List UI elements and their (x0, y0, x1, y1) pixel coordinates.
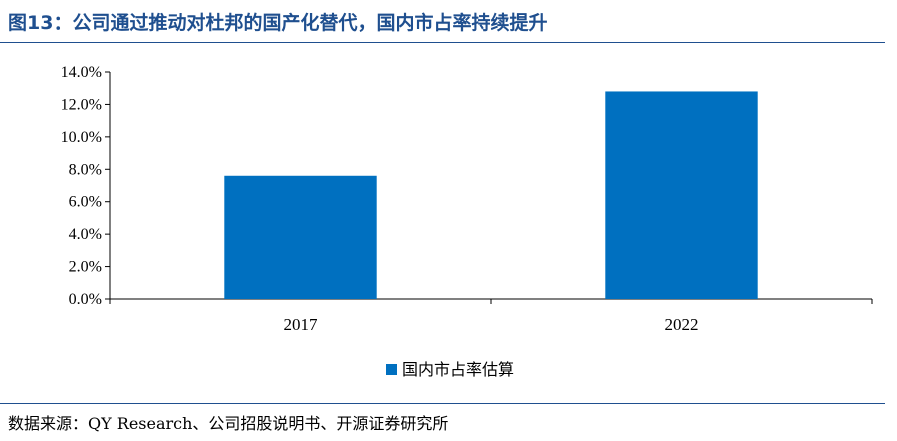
x-tick-label: 2022 (665, 315, 699, 334)
figure-title: 图13：公司通过推动对杜邦的国产化替代，国内市占率持续提升 (8, 12, 548, 34)
y-tick-label: 6.0% (69, 194, 102, 211)
legend-label: 国内市占率估算 (402, 360, 514, 379)
legend-swatch (386, 364, 397, 375)
y-tick-label: 12.0% (61, 96, 102, 113)
bar-2017 (224, 175, 377, 299)
x-tick-label: 2017 (284, 315, 319, 334)
y-tick-label: 8.0% (69, 161, 102, 178)
y-tick-label: 0.0% (69, 291, 102, 308)
y-tick-label: 10.0% (61, 129, 102, 146)
bar-chart: 0.0% 2.0% 4.0% 6.0% 8.0% 10.0% 12.0% 14.0% 2017 2… (61, 64, 873, 379)
y-tick-label: 14.0% (61, 64, 102, 81)
title-divider (0, 42, 885, 43)
source-divider (0, 403, 885, 404)
y-tick-label: 2.0% (69, 259, 102, 276)
source-note: 数据来源：QY Research、公司招股说明书、开源证券研究所 (8, 414, 449, 433)
bar-2022 (605, 91, 758, 299)
y-tick-label: 4.0% (69, 226, 102, 243)
